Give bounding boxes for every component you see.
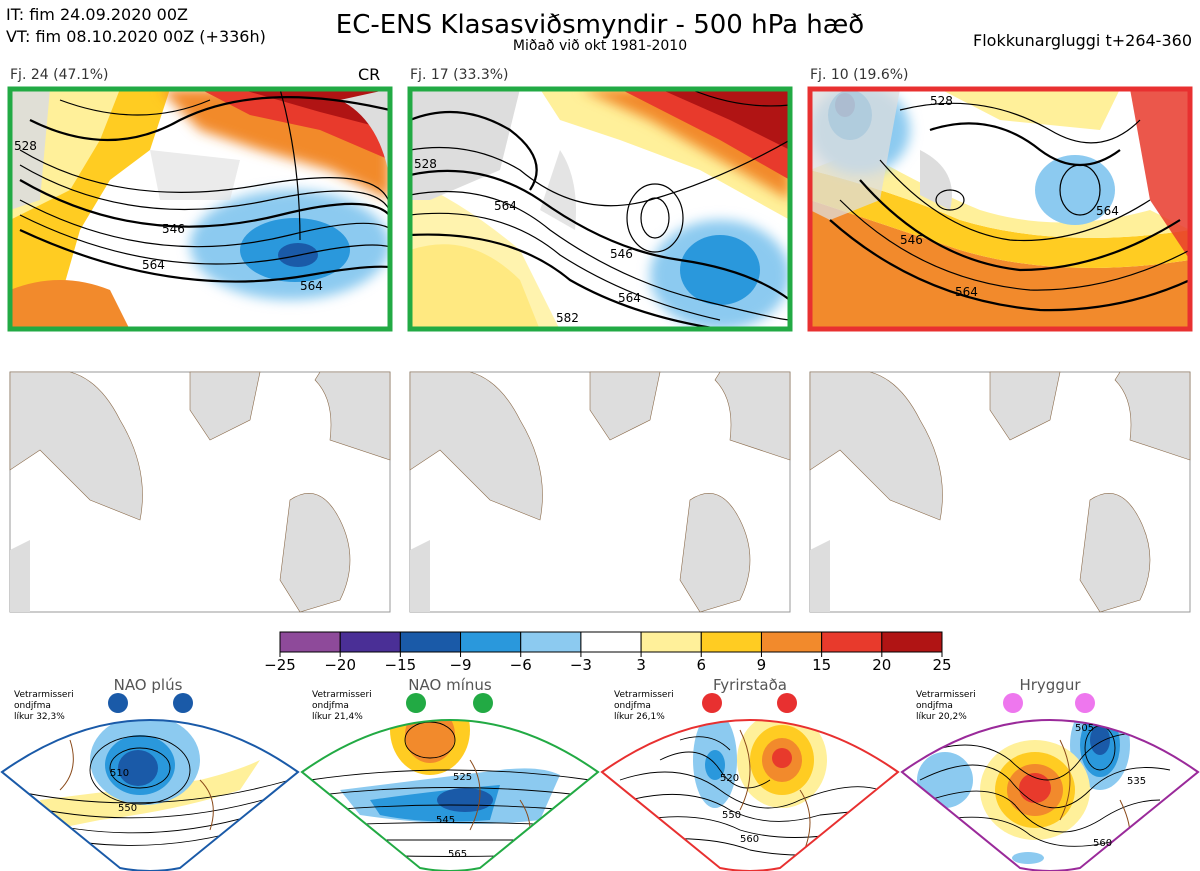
colorbar-tick-label: 3	[636, 656, 646, 674]
cluster-3-contour-a: 546	[900, 233, 923, 247]
regime-2-contour-b: 545	[436, 815, 455, 826]
cluster-1-contour-d: 528	[14, 139, 37, 153]
colorbar-swatch	[640, 631, 702, 653]
colorbar-tick-label: −25	[264, 656, 296, 674]
regime-4-dot-left	[1003, 693, 1023, 713]
regime-3-prob: líkur 26,1%	[614, 712, 665, 722]
colorbar-swatch	[821, 631, 883, 653]
regime-2-name: NAO mínus	[408, 676, 492, 694]
cluster-2-contour-c: 546	[610, 247, 633, 261]
regime-4-season: Vetrarmisseri	[916, 690, 976, 700]
regime-3-dot-left	[702, 693, 722, 713]
regime-4-prob: líkur 20,2%	[916, 712, 967, 722]
regime-4-months: ondjfma	[916, 701, 953, 711]
colorbar-swatch	[520, 631, 582, 653]
cluster-1-contour-c: 564	[300, 279, 323, 293]
regime-1-dot-right	[173, 693, 193, 713]
colorbar-tick-label: −6	[510, 656, 532, 674]
regime-1-season: Vetrarmisseri	[14, 690, 74, 700]
header-title-block: EC-ENS Klasasviðsmyndir - 500 hPa hæð Mi…	[0, 10, 1200, 54]
cluster-2-contour-a: 528	[414, 157, 437, 171]
regime-3-contour-c: 560	[740, 834, 759, 845]
cluster-1-frame	[7, 86, 393, 332]
regime-1-dot-left	[108, 693, 128, 713]
regime-4-dot-right	[1075, 693, 1095, 713]
regime-1-name: NAO plús	[114, 676, 183, 694]
regime-4-contour-b: 535	[1127, 776, 1146, 787]
valid-time: VT: fim 08.10.2020 00Z (+336h)	[6, 27, 266, 46]
regime-1-prob: líkur 32,3%	[14, 712, 65, 722]
cluster-1-map: 546 564 564 528	[10, 89, 390, 329]
colorbar-swatch	[339, 631, 401, 653]
init-time: IT: fim 24.09.2020 00Z	[6, 5, 188, 24]
regime-4-contour-a: 505	[1075, 723, 1094, 734]
empty-map-1	[9, 371, 391, 613]
page-title: EC-ENS Klasasviðsmyndir - 500 hPa hæð	[335, 10, 865, 40]
colorbar-tick-label: −9	[449, 656, 471, 674]
regime-2-contour-a: 525	[453, 772, 472, 783]
cluster-1-tag: CR	[358, 65, 381, 84]
colorbar-swatch	[460, 631, 522, 653]
regime-4: 505 535 560 Hryggur Vetrarmisseri ondjfm…	[900, 676, 1200, 871]
cluster-1-label: Fj. 24 (47.1%)	[10, 67, 109, 83]
cluster-3-contour-c: 564	[1096, 204, 1119, 218]
empty-map-3	[809, 371, 1191, 613]
colorbar: −25 −20 −15 −9 −6 −3 3 6 9 15 20 25	[264, 631, 952, 674]
page-subtitle: Miðað við okt 1981-2010	[512, 38, 688, 54]
colorbar-tick-label: −20	[324, 656, 356, 674]
regime-3-contour-a: 520	[720, 773, 739, 784]
cluster-3-contour-d: 528	[930, 94, 953, 108]
regime-2-dot-right	[473, 693, 493, 713]
cluster-2-contour-b: 564	[494, 199, 517, 213]
colorbar-tick-label: 6	[696, 656, 706, 674]
regime-2-season: Vetrarmisseri	[312, 690, 372, 700]
regime-2-months: ondjfma	[312, 701, 349, 711]
regime-4-name: Hryggur	[1019, 676, 1081, 694]
colorbar-tick-label: −15	[385, 656, 417, 674]
colorbar-tick-label: 25	[932, 656, 951, 674]
colorbar-tick-label: 15	[812, 656, 831, 674]
cluster-3-contour-b: 564	[955, 285, 978, 299]
cluster-3-map: 546 564 564 528	[810, 89, 1190, 329]
colorbar-tick-label: 20	[872, 656, 891, 674]
regime-2-prob: líkur 21,4%	[312, 712, 363, 722]
colorbar-swatch	[700, 631, 762, 653]
cluster-2-frame	[407, 86, 793, 332]
regime-2-dot-left	[406, 693, 426, 713]
cluster-2-contour-d: 564	[618, 291, 641, 305]
regime-1-contour-b: 550	[118, 803, 137, 814]
cluster-3-frame	[807, 86, 1193, 332]
regime-3-season: Vetrarmisseri	[614, 690, 674, 700]
regime-1: 510 550 NAO plús Vetrarmisseri ondjfma l…	[0, 676, 300, 871]
regime-1-contour-a: 510	[110, 768, 129, 779]
cluster-2-map: 528 564 546 564 582	[410, 89, 790, 329]
colorbar-swatch	[881, 631, 943, 653]
regime-3-name: Fyrirstaða	[713, 676, 787, 694]
cluster-2-label: Fj. 17 (33.3%)	[410, 67, 509, 83]
cluster-2-contour-e: 582	[556, 311, 579, 325]
empty-map-2	[409, 371, 791, 613]
regime-panels: 510 550 NAO plús Vetrarmisseri ondjfma l…	[0, 676, 1200, 871]
colorbar-tick-label: 9	[757, 656, 767, 674]
colorbar-swatch	[580, 631, 642, 653]
colorbar-tick-label: −3	[570, 656, 592, 674]
regime-4-contour-c: 560	[1093, 838, 1112, 849]
colorbar-swatch	[760, 631, 823, 653]
regime-3-contour-b: 550	[722, 810, 741, 821]
regime-2: 525 545 565 NAO mínus Vetrarmisseri ondj…	[300, 676, 600, 871]
regime-1-months: ondjfma	[14, 701, 51, 711]
regime-3-months: ondjfma	[614, 701, 651, 711]
header-times: IT: fim 24.09.2020 00Z VT: fim 08.10.202…	[6, 4, 266, 48]
colorbar-swatch	[399, 631, 462, 653]
cluster-1-contour-a: 546	[162, 222, 185, 236]
regime-3-dot-right	[777, 693, 797, 713]
colorbar-swatch	[279, 631, 341, 653]
regime-2-contour-c: 565	[448, 849, 467, 860]
cluster-1-contour-b: 564	[142, 258, 165, 272]
regime-3: 520 550 560 Fyrirstaða Vetrarmisseri ond…	[600, 676, 900, 871]
window-label: Flokkunargluggi t+264-360	[973, 31, 1192, 50]
cluster-3-label: Fj. 10 (19.6%)	[810, 67, 909, 83]
